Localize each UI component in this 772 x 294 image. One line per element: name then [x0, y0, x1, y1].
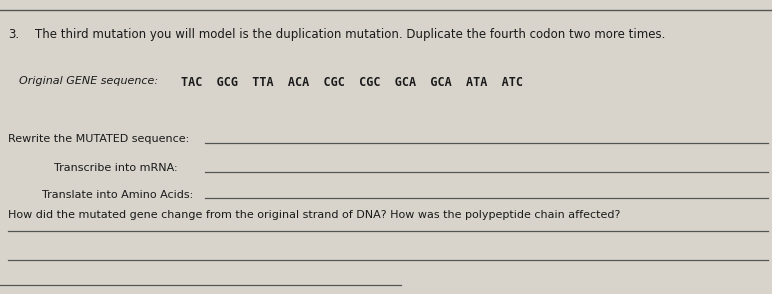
Text: Original GENE sequence:: Original GENE sequence: — [19, 76, 158, 86]
Text: 3.: 3. — [8, 28, 19, 41]
Text: TAC  GCG  TTA  ACA  CGC  CGC  GCA  GCA  ATA  ATC: TAC GCG TTA ACA CGC CGC GCA GCA ATA ATC — [181, 76, 523, 89]
Text: Transcribe into mRNA:: Transcribe into mRNA: — [54, 163, 178, 173]
Text: How did the mutated gene change from the original strand of DNA? How was the pol: How did the mutated gene change from the… — [8, 210, 620, 220]
Text: The third mutation you will model is the duplication mutation. Duplicate the fou: The third mutation you will model is the… — [35, 28, 665, 41]
Text: Rewrite the MUTATED sequence:: Rewrite the MUTATED sequence: — [8, 134, 189, 144]
Text: Translate into Amino Acids:: Translate into Amino Acids: — [42, 190, 194, 200]
